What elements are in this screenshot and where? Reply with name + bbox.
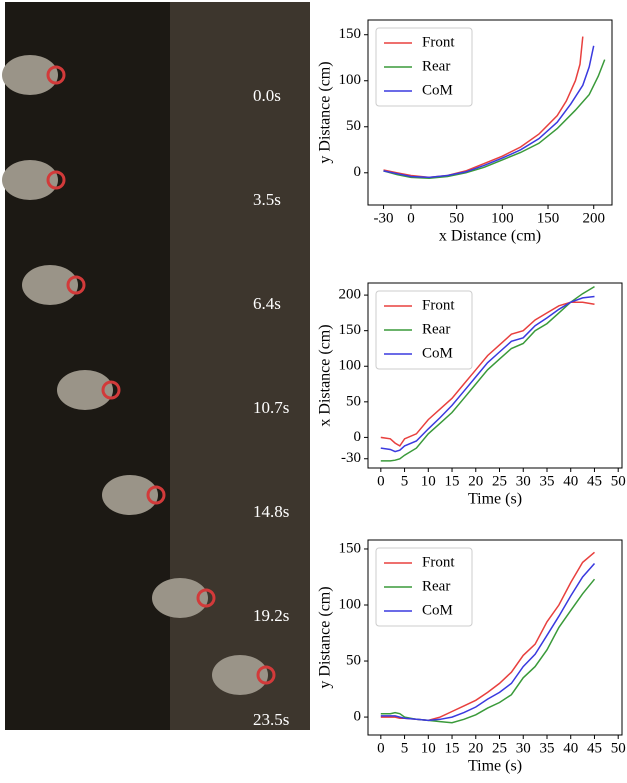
frame-time: 14.8s: [253, 502, 289, 521]
x-tick-label: 45: [587, 473, 602, 489]
plot-frame: [367, 282, 623, 469]
robot: [22, 265, 78, 305]
x-tick-label: 0: [377, 740, 385, 756]
y-tick-label: 100: [339, 72, 362, 88]
wall-stripe: [170, 418, 310, 522]
x-tick-label: 100: [491, 210, 514, 226]
x-tick-label: 20: [468, 740, 483, 756]
frame-time: 0.0s: [253, 86, 281, 105]
frame-time: 23.5s: [253, 710, 289, 729]
legend-label: Rear: [422, 321, 450, 337]
x-tick-label: 0: [407, 210, 415, 226]
x-tick-label: 10: [421, 740, 436, 756]
y-tick-label: 100: [339, 596, 362, 612]
y-axis-label: x Distance (cm): [317, 324, 334, 426]
y-tick-label: 150: [339, 322, 362, 338]
y-axis-label: y Distance (cm): [317, 61, 334, 163]
robot-cap: [66, 275, 86, 295]
robot-cap: [101, 380, 121, 400]
x-tick-label: 50: [611, 473, 626, 489]
x-tick-label: 40: [563, 473, 578, 489]
x-tick-label: 10: [421, 473, 436, 489]
y-tick-label: 0: [354, 709, 362, 725]
x-tick-label: 45: [587, 740, 602, 756]
x-tick-label: 5: [401, 473, 409, 489]
robot: [2, 55, 58, 95]
robot-cap: [46, 170, 66, 190]
x-tick-label: 20: [468, 473, 483, 489]
legend-label: Front: [422, 297, 455, 313]
y-tick-label: 100: [339, 358, 362, 374]
x-tick-label: 5: [401, 740, 409, 756]
wall-stripe: [170, 210, 310, 314]
x-tick-label: 50: [449, 210, 464, 226]
legend-box: [375, 547, 473, 627]
robot-cap: [256, 665, 276, 685]
y-tick-label: 200: [339, 287, 362, 303]
frame-time: 3.5s: [253, 190, 281, 209]
robot-cap: [196, 588, 216, 608]
y-tick-label: 50: [346, 652, 361, 668]
robot: [57, 370, 113, 410]
series-line: [380, 301, 595, 447]
plot-frame: [367, 539, 623, 736]
legend-box: [375, 290, 473, 370]
y-tick-label: 0: [354, 429, 362, 445]
legend-label: Front: [422, 554, 455, 570]
frame-time: 19.2s: [253, 606, 289, 625]
x-tick-label: 15: [445, 473, 460, 489]
x-axis-label: Time (s): [468, 491, 522, 508]
x-tick-label: 15: [445, 740, 460, 756]
legend-label: CoM: [422, 82, 453, 98]
robot: [212, 655, 268, 695]
frame-time: 6.4s: [253, 294, 281, 313]
series-line: [380, 295, 595, 453]
x-tick-label: 30: [516, 473, 531, 489]
y-tick-label: 50: [346, 393, 361, 409]
robot: [152, 578, 208, 618]
x-tick-label: -30: [374, 210, 394, 226]
robot: [2, 160, 58, 200]
x-tick-label: 50: [611, 740, 626, 756]
wall-stripe: [170, 2, 310, 106]
legend-label: Rear: [422, 58, 450, 74]
x-tick-label: 0: [377, 473, 385, 489]
series-line: [380, 578, 596, 724]
y-tick-label: 150: [339, 26, 362, 42]
robot-cap: [146, 485, 166, 505]
y-tick-label: 0: [354, 164, 362, 180]
y-axis-label: y Distance (cm): [317, 586, 334, 688]
legend-label: Rear: [422, 578, 450, 594]
y-tick-label: 50: [346, 118, 361, 134]
series-line: [383, 59, 606, 180]
x-tick-label: 25: [492, 473, 507, 489]
y-tick-label: -30: [341, 450, 361, 466]
x-tick-label: 30: [516, 740, 531, 756]
plot-frame: [367, 19, 613, 206]
y-tick-label: 150: [339, 540, 362, 556]
x-axis-label: Time (s): [468, 758, 522, 775]
series-line: [383, 45, 595, 179]
wall-stripe: [170, 314, 310, 418]
robot-cap: [46, 65, 66, 85]
robot: [102, 475, 158, 515]
legend-box: [375, 27, 473, 107]
legend-label: Front: [422, 34, 455, 50]
legend-label: CoM: [422, 602, 453, 618]
x-tick-label: 35: [539, 473, 554, 489]
x-tick-label: 40: [563, 740, 578, 756]
x-axis-label: x Distance (cm): [439, 228, 541, 245]
x-tick-label: 200: [582, 210, 605, 226]
legend-label: CoM: [422, 345, 453, 361]
series-line: [380, 285, 595, 462]
x-tick-label: 150: [537, 210, 560, 226]
wall-stripe: [170, 106, 310, 210]
x-tick-label: 35: [539, 740, 554, 756]
frame-time: 10.7s: [253, 398, 289, 417]
x-tick-label: 25: [492, 740, 507, 756]
series-line: [380, 563, 596, 722]
